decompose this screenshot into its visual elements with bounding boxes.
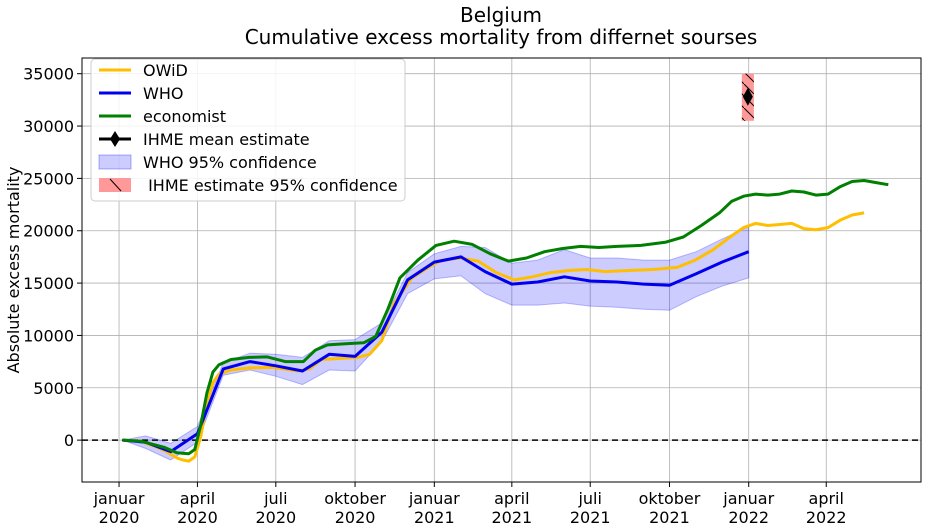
x-tick-label-year: 2021 <box>414 508 455 527</box>
x-tick-label-year: 2020 <box>99 508 140 527</box>
plot-frame <box>81 57 922 483</box>
legend-label-ihme-ci: IHME estimate 95% confidence <box>143 176 398 195</box>
x-tick-label-month: oktober <box>639 489 701 508</box>
x-ticks: januar2020april2020juli2020oktober2020ja… <box>93 482 847 527</box>
x-tick-label-year: 2021 <box>570 508 611 527</box>
x-tick-label-year: 2021 <box>649 508 690 527</box>
ihme-mean-marker <box>742 87 753 106</box>
x-tick-label-month: juli <box>263 489 287 508</box>
x-tick-label-month: januar <box>93 489 145 508</box>
x-tick-label-month: oktober <box>324 489 386 508</box>
series-line-owid <box>122 211 865 463</box>
x-tick-label-year: 2022 <box>806 508 847 527</box>
y-tick-label: 10000 <box>23 326 74 345</box>
x-tick-label-month: april <box>180 489 215 508</box>
x-tick-label-year: 2021 <box>491 508 532 527</box>
y-tick-label: 20000 <box>23 222 74 241</box>
x-tick-label-month: januar <box>408 489 460 508</box>
y-axis-label: Absolute excess mortality <box>4 167 23 374</box>
y-tick-label: 0 <box>64 431 74 450</box>
legend-label-who-ci: WHO 95% confidence <box>143 153 317 172</box>
x-tick-label-year: 2020 <box>177 508 218 527</box>
x-tick-label-year: 2022 <box>728 508 769 527</box>
y-tick-label: 30000 <box>23 117 74 136</box>
legend: OWiD WHO economist IHME mean estimate WH… <box>90 58 406 202</box>
legend-label-who: WHO <box>143 84 183 103</box>
x-tick-label-month: april <box>494 489 529 508</box>
chart-subtitle: Cumulative excess mortality from differn… <box>245 25 758 49</box>
legend-swatch-who-ci <box>98 154 132 170</box>
y-tick-label: 25000 <box>23 169 74 188</box>
x-tick-label-month: april <box>809 489 844 508</box>
y-tick-label: 35000 <box>23 65 74 84</box>
legend-swatch-ihme-diamond <box>110 131 120 147</box>
legend-swatch-ihme-ci-hatch <box>109 178 122 192</box>
series-line-economist <box>122 179 889 456</box>
chart-title: Belgium <box>460 3 542 27</box>
x-tick-label-year: 2020 <box>255 508 296 527</box>
x-tick-label-month: juli <box>577 489 601 508</box>
y-ticks: 0 5000 10000 15000 20000 25000 30000 35000 <box>23 65 82 450</box>
legend-label-economist: economist <box>143 107 226 126</box>
x-tick-label-month: januar <box>722 489 774 508</box>
legend-label-ihme-mean: IHME mean estimate <box>143 130 310 149</box>
y-tick-label: 5000 <box>33 379 74 398</box>
legend-label-owid: OWiD <box>143 61 188 80</box>
x-tick-label-year: 2020 <box>335 508 376 527</box>
legend-box <box>90 58 406 202</box>
series-line-who <box>122 250 750 454</box>
y-tick-label: 15000 <box>23 274 74 293</box>
